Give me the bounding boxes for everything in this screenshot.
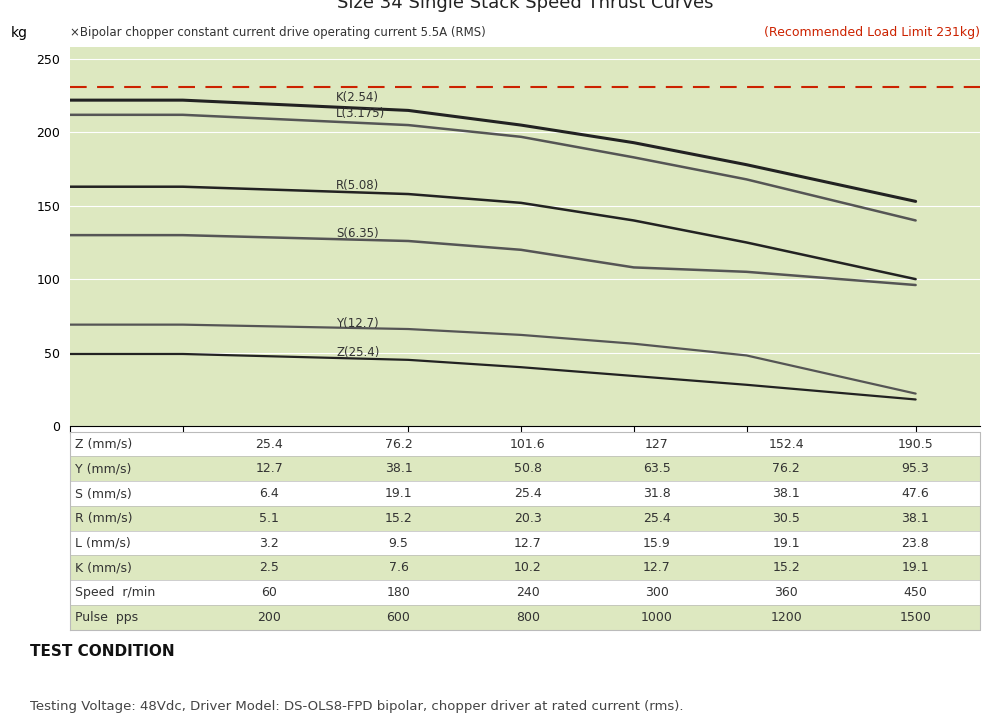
Text: Pulse  pps: Pulse pps <box>75 611 138 624</box>
Text: 76.2: 76.2 <box>385 438 412 451</box>
Text: Y(12.7): Y(12.7) <box>336 317 379 330</box>
Text: 15.2: 15.2 <box>772 561 800 574</box>
Text: 190.5: 190.5 <box>898 438 933 451</box>
Text: 152.4: 152.4 <box>768 438 804 451</box>
Text: 12.7: 12.7 <box>643 561 671 574</box>
Title: Size 34 Single Stack Speed Thrust Curves: Size 34 Single Stack Speed Thrust Curves <box>337 0 713 12</box>
Bar <box>70 555 980 580</box>
Text: 3.2: 3.2 <box>259 537 279 550</box>
Text: 12.7: 12.7 <box>255 462 283 475</box>
Text: 6.4: 6.4 <box>259 487 279 500</box>
Text: 180: 180 <box>387 586 410 599</box>
Text: 19.1: 19.1 <box>902 561 929 574</box>
Text: 2.5: 2.5 <box>259 561 279 574</box>
Bar <box>70 605 980 630</box>
Text: 15.9: 15.9 <box>643 537 671 550</box>
Text: 95.3: 95.3 <box>902 462 929 475</box>
Bar <box>70 506 980 531</box>
Text: 23.8: 23.8 <box>902 537 929 550</box>
Text: 20.3: 20.3 <box>514 512 542 525</box>
Text: 25.4: 25.4 <box>255 438 283 451</box>
Text: 60: 60 <box>261 586 277 599</box>
Text: 600: 600 <box>387 611 410 624</box>
Text: 127: 127 <box>645 438 669 451</box>
Text: 25.4: 25.4 <box>514 487 542 500</box>
Text: 1200: 1200 <box>770 611 802 624</box>
Text: TEST CONDITION: TEST CONDITION <box>30 644 175 660</box>
Text: 7.6: 7.6 <box>389 561 408 574</box>
Text: 300: 300 <box>645 586 669 599</box>
Text: S(6.35): S(6.35) <box>336 227 379 240</box>
Text: 1000: 1000 <box>641 611 673 624</box>
Text: 101.6: 101.6 <box>510 438 546 451</box>
Bar <box>70 456 980 481</box>
Text: 9.5: 9.5 <box>389 537 408 550</box>
Text: R(5.08): R(5.08) <box>336 179 380 191</box>
Text: 19.1: 19.1 <box>385 487 412 500</box>
Text: 360: 360 <box>774 586 798 599</box>
Text: ×Bipolar chopper constant current drive operating current 5.5A (RMS): ×Bipolar chopper constant current drive … <box>70 26 486 39</box>
Text: Z(25.4): Z(25.4) <box>336 346 380 359</box>
Text: (Recommended Load Limit 231kg): (Recommended Load Limit 231kg) <box>764 26 980 39</box>
Text: 38.1: 38.1 <box>772 487 800 500</box>
Text: S (mm/s): S (mm/s) <box>75 487 131 500</box>
Text: 38.1: 38.1 <box>902 512 929 525</box>
Text: 10.2: 10.2 <box>514 561 542 574</box>
Text: 63.5: 63.5 <box>643 462 671 475</box>
Text: 47.6: 47.6 <box>902 487 929 500</box>
Text: L(3.175): L(3.175) <box>336 107 386 120</box>
Text: 1500: 1500 <box>899 611 931 624</box>
Bar <box>70 432 980 456</box>
Text: K(2.54): K(2.54) <box>336 91 379 103</box>
Text: K (mm/s): K (mm/s) <box>75 561 131 574</box>
Text: kg: kg <box>11 26 28 41</box>
Text: R (mm/s): R (mm/s) <box>75 512 132 525</box>
Text: 800: 800 <box>516 611 540 624</box>
Text: 19.1: 19.1 <box>772 537 800 550</box>
Text: Testing Voltage: 48Vdc, Driver Model: DS-OLS8-FPD bipolar, chopper driver at rat: Testing Voltage: 48Vdc, Driver Model: DS… <box>30 700 684 713</box>
Text: 240: 240 <box>516 586 540 599</box>
Text: 50.8: 50.8 <box>514 462 542 475</box>
Text: 30.5: 30.5 <box>772 512 800 525</box>
Text: Speed  r/min: Speed r/min <box>75 586 155 599</box>
Text: L (mm/s): L (mm/s) <box>75 537 130 550</box>
Text: 76.2: 76.2 <box>772 462 800 475</box>
Text: Z (mm/s): Z (mm/s) <box>75 438 132 451</box>
Text: 5.1: 5.1 <box>259 512 279 525</box>
Bar <box>70 481 980 506</box>
Bar <box>70 580 980 605</box>
Text: 38.1: 38.1 <box>385 462 412 475</box>
Text: 31.8: 31.8 <box>643 487 671 500</box>
Text: 200: 200 <box>257 611 281 624</box>
Text: Y (mm/s): Y (mm/s) <box>75 462 131 475</box>
Text: 15.2: 15.2 <box>385 512 412 525</box>
Bar <box>70 531 980 555</box>
Text: 450: 450 <box>903 586 927 599</box>
Text: 12.7: 12.7 <box>514 537 542 550</box>
Text: 25.4: 25.4 <box>643 512 671 525</box>
